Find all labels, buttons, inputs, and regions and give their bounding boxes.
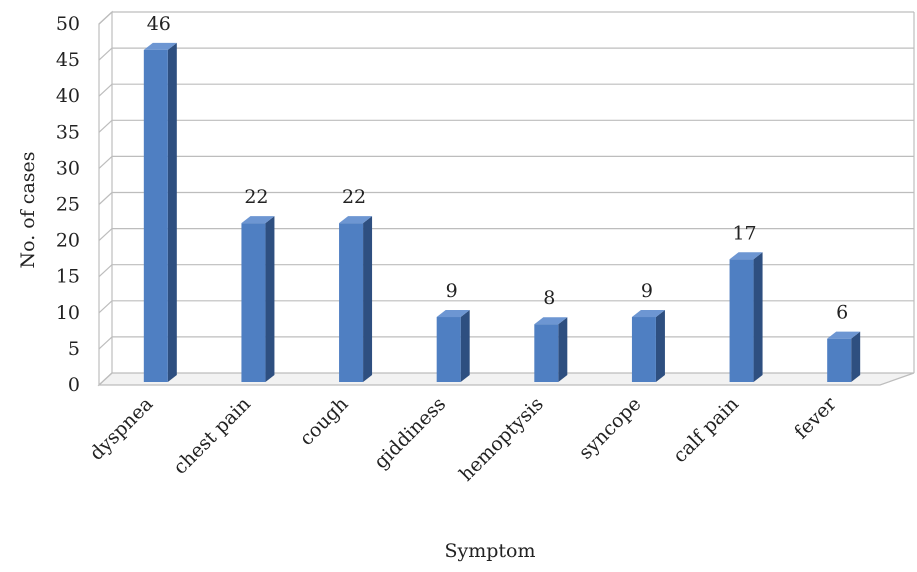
data-label: 22 xyxy=(244,186,268,208)
gridline-side xyxy=(98,192,113,205)
gridline-side xyxy=(98,336,113,350)
bar-top xyxy=(827,331,861,339)
gridline-side xyxy=(98,264,113,278)
x-axis-title: Symptom xyxy=(444,540,535,562)
y-tick-label: 30 xyxy=(56,157,80,179)
category-label: hemoptysis xyxy=(455,393,548,486)
gridline-side xyxy=(98,83,113,97)
category-label: fever xyxy=(790,392,841,443)
gridline-side xyxy=(98,119,113,133)
data-label: 17 xyxy=(732,222,756,244)
y-tick-label: 15 xyxy=(56,266,80,288)
bar xyxy=(436,310,470,382)
bar-front xyxy=(339,223,364,382)
y-axis-title: No. of cases xyxy=(17,151,39,268)
y-tick-label: 40 xyxy=(56,85,80,107)
data-label: 46 xyxy=(147,13,171,35)
bar-side xyxy=(265,216,275,382)
gridlines xyxy=(98,11,914,386)
bar-front xyxy=(729,259,754,382)
category-label: calf pain xyxy=(669,393,743,467)
bar-front xyxy=(827,338,852,382)
y-tick-label: 35 xyxy=(56,121,80,143)
chart-walls xyxy=(97,10,915,387)
category-label: chest pain xyxy=(169,393,255,479)
bar-front xyxy=(143,49,168,382)
bar-front xyxy=(631,317,656,382)
bar-top xyxy=(339,216,373,224)
gridline-side xyxy=(98,155,113,169)
bar-top xyxy=(631,310,665,318)
bar-side xyxy=(167,42,177,382)
data-label: 6 xyxy=(836,302,848,324)
bar-side xyxy=(460,310,470,382)
floor xyxy=(97,372,915,386)
bar-top xyxy=(534,317,568,325)
gridline-side xyxy=(98,228,113,242)
bar-side xyxy=(363,216,373,382)
bar xyxy=(143,42,177,382)
data-labels: 46 22 22 9 8 9 17 6 xyxy=(147,13,849,324)
gridline-side xyxy=(98,372,113,386)
y-tick-label: 25 xyxy=(56,194,80,216)
gridline-side xyxy=(98,300,113,314)
bar-top xyxy=(241,216,275,224)
bar-front xyxy=(534,324,559,382)
bar-top xyxy=(729,252,763,260)
y-axis-ticks: 0 5 10 15 20 25 30 35 40 45 50 xyxy=(56,13,80,396)
bar-side xyxy=(655,310,665,382)
category-label: cough xyxy=(296,393,353,450)
category-label: syncope xyxy=(575,393,646,464)
gridline-side xyxy=(98,47,113,61)
bar xyxy=(631,310,665,382)
data-label: 9 xyxy=(446,280,458,302)
bar-front xyxy=(436,317,461,382)
bar-front xyxy=(241,223,266,382)
bar xyxy=(729,252,763,382)
bar-top xyxy=(436,310,470,318)
category-label: giddiness xyxy=(370,393,450,473)
bar-side xyxy=(558,317,568,382)
y-tick-label: 0 xyxy=(68,374,80,396)
bar-side xyxy=(851,331,861,382)
category-labels: dyspnea chest pain cough giddiness hemoptysi… xyxy=(85,392,841,485)
bar-side xyxy=(753,252,763,382)
y-tick-label: 45 xyxy=(56,49,80,71)
bar xyxy=(827,331,861,382)
bar-top xyxy=(143,42,177,50)
category-label: dyspnea xyxy=(85,393,157,465)
data-label: 9 xyxy=(641,280,653,302)
bars xyxy=(143,42,861,382)
y-tick-label: 5 xyxy=(68,338,80,360)
bar xyxy=(339,216,373,382)
data-label: 8 xyxy=(543,287,555,309)
bar xyxy=(241,216,275,382)
y-tick-label: 50 xyxy=(56,13,80,35)
data-label: 22 xyxy=(342,186,366,208)
gridline-side xyxy=(98,11,113,25)
y-tick-label: 10 xyxy=(56,302,80,324)
bar xyxy=(534,317,568,382)
y-tick-label: 20 xyxy=(56,230,80,252)
